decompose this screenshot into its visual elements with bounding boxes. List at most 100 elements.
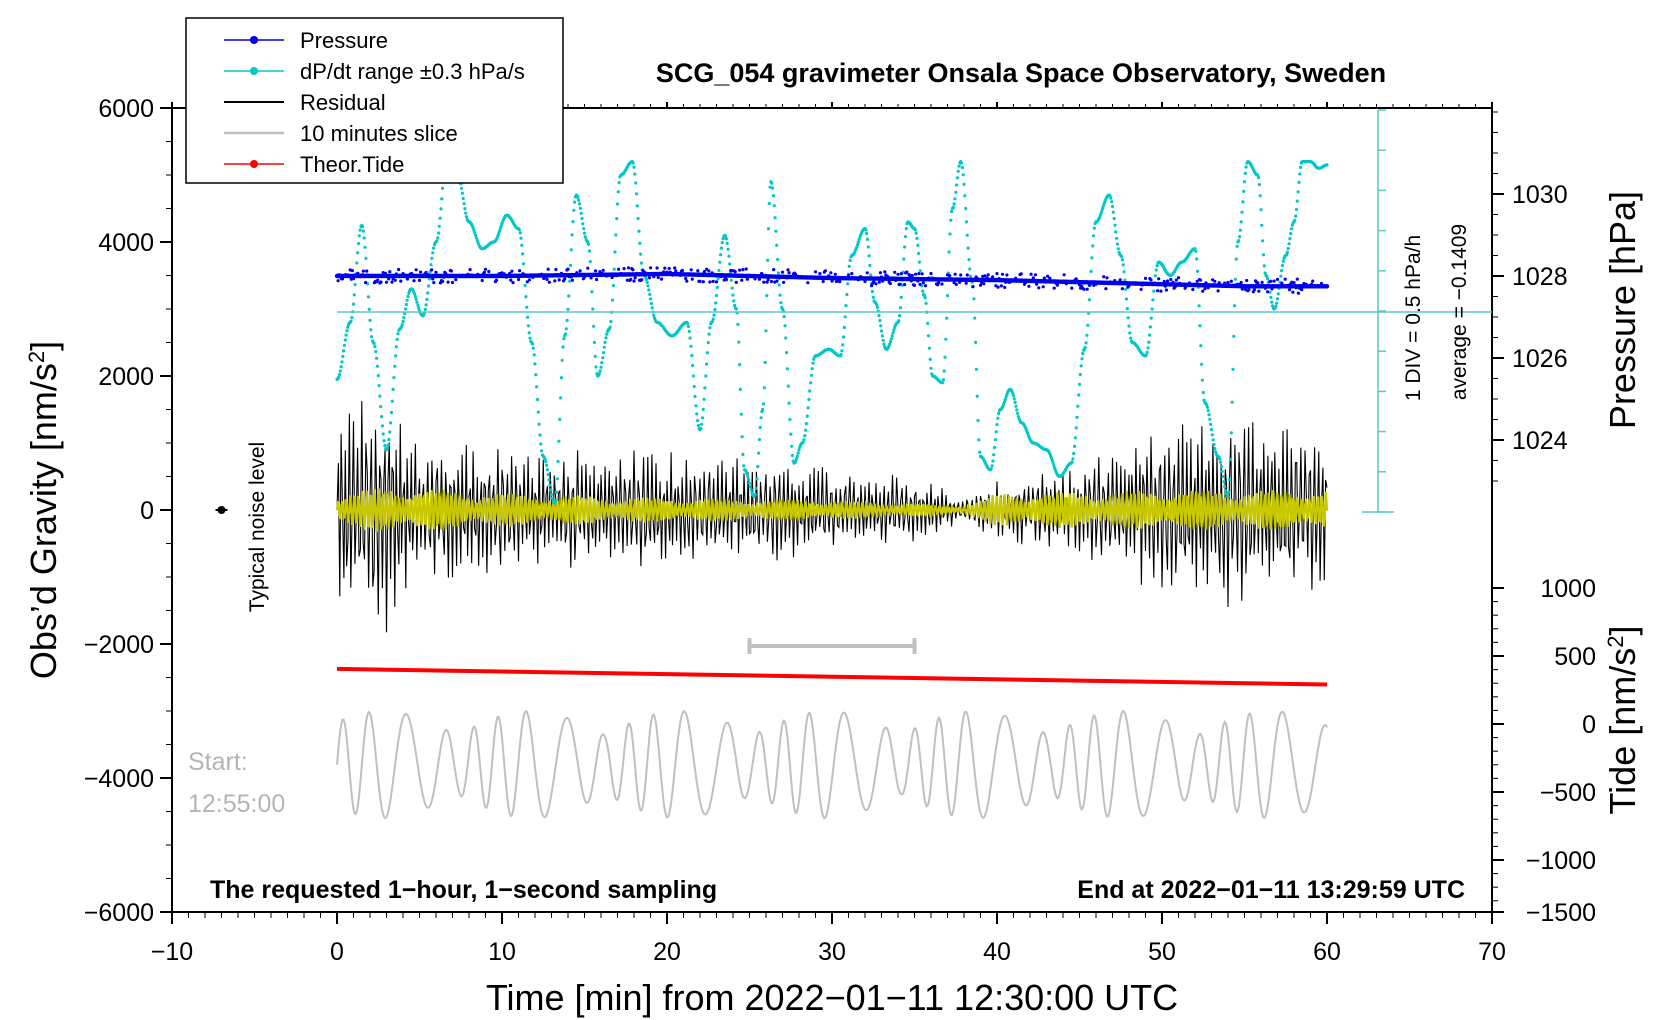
dpdt-point (533, 362, 537, 366)
dpdt-point (1071, 457, 1075, 461)
dpdt-point (638, 241, 642, 245)
dpdt-point (940, 381, 945, 385)
pressure-point (787, 271, 791, 275)
dpdt-point (702, 397, 706, 401)
dpdt-point (700, 422, 704, 426)
dpdt-point (892, 328, 896, 332)
dpdt-point (1233, 277, 1237, 281)
dpdt-point (545, 468, 550, 472)
dpdt-point (570, 233, 574, 237)
dpdt-point (785, 351, 789, 355)
pressure-point (1027, 284, 1031, 288)
dpdt-point (882, 342, 886, 346)
dpdt-point (597, 372, 601, 376)
dpdt-point (474, 236, 478, 240)
dpdt-point (461, 196, 465, 201)
dpdt-point (755, 477, 759, 481)
dpdt-point (1016, 411, 1020, 415)
dpdt-point (412, 292, 417, 296)
dpdt-point (753, 492, 757, 497)
dpdt-point (648, 297, 653, 301)
dpdt-point (965, 233, 969, 237)
pressure-tick-label: 1028 (1512, 263, 1568, 291)
dpdt-point (950, 209, 954, 214)
pressure-point (702, 270, 707, 274)
pressure-point (434, 270, 438, 274)
dpdt-point (688, 336, 692, 340)
dpdt-point (731, 293, 735, 297)
dpdt-point (929, 366, 933, 370)
dpdt-point (1124, 287, 1128, 291)
pressure-point (1157, 277, 1161, 281)
dpdt-point (740, 435, 744, 439)
dpdt-point (1013, 400, 1017, 404)
dpdt-point (1087, 298, 1091, 302)
x-tick-label: 0 (330, 938, 344, 966)
pressure-point (545, 277, 549, 281)
dpdt-point (992, 445, 997, 450)
dpdt-point (462, 202, 466, 206)
dpdt-point (1241, 200, 1245, 204)
dpdt-point (1111, 210, 1115, 214)
dpdt-point (715, 285, 719, 289)
y-tick-label: −2000 (84, 631, 154, 659)
legend-label: dP/dt range ±0.3 hPa/s (300, 59, 525, 84)
dpdt-point (1198, 324, 1202, 328)
dpdt-point (756, 464, 760, 469)
dpdt-point (539, 442, 543, 446)
dpdt-point (964, 220, 969, 224)
pressure-point (823, 269, 828, 273)
dpdt-point (1221, 474, 1225, 479)
pressure-point (707, 269, 711, 273)
dpdt-point (1084, 341, 1088, 345)
pressure-point (701, 280, 705, 284)
dpdt-point (392, 376, 396, 380)
y-tick-label: 4000 (98, 229, 154, 257)
dpdt-point (733, 303, 737, 307)
dpdt-point (1129, 336, 1133, 340)
pressure-point (454, 278, 458, 282)
dpdt-point (797, 448, 801, 452)
x-axis-label: Time [min] from 2022−01−11 12:30:00 UTC (486, 977, 1178, 1018)
dpdt-point (544, 459, 548, 464)
dpdt-point (747, 478, 751, 482)
dpdt-point (839, 353, 843, 357)
dpdt-point (952, 202, 956, 206)
dpdt-point (424, 303, 428, 307)
dpdt-point (729, 278, 733, 282)
dpdt-point (1195, 257, 1199, 261)
dpdt-point (891, 331, 895, 335)
y-axis-left-label: Obs’d Gravity [nm/s2] (23, 341, 64, 679)
dpdt-point (1228, 477, 1232, 482)
dpdt-point (767, 201, 771, 206)
legend: Pressure dP/dt range ±0.3 hPa/s Residual 10… (185, 17, 564, 184)
pressure-point (874, 282, 878, 286)
dpdt-point (1128, 331, 1132, 335)
dpdt-point (1011, 391, 1015, 395)
dpdt-point (431, 246, 436, 250)
dpdt-point (734, 307, 738, 311)
dpdt-point (1285, 253, 1289, 257)
dpdt-point (1083, 346, 1087, 350)
dpdt-point (580, 216, 584, 221)
dpdt-point (844, 304, 848, 308)
dpdt-point (1233, 304, 1237, 308)
dpdt-point (463, 207, 467, 211)
dpdt-point (804, 428, 808, 432)
dpdt-point (1012, 397, 1016, 401)
dpdt-point (1280, 263, 1284, 268)
dpdt-point (917, 260, 922, 264)
dpdt-point (567, 294, 571, 298)
dpdt-point (382, 439, 386, 443)
dpdt-point (582, 227, 586, 231)
dpdt-point (864, 228, 868, 232)
pressure-point (995, 272, 999, 276)
dpdt-point (379, 405, 383, 409)
dpdt-point (943, 355, 947, 359)
dpdt-point (345, 329, 349, 333)
dpdt-point (560, 358, 564, 362)
dpdt-point (394, 345, 398, 349)
dpdt-point (473, 231, 477, 235)
pressure-point (786, 268, 790, 272)
average-label: average = −0.1409 (1448, 224, 1471, 400)
